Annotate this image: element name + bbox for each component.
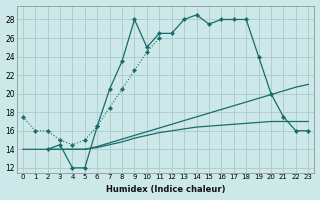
X-axis label: Humidex (Indice chaleur): Humidex (Indice chaleur) — [106, 185, 225, 194]
